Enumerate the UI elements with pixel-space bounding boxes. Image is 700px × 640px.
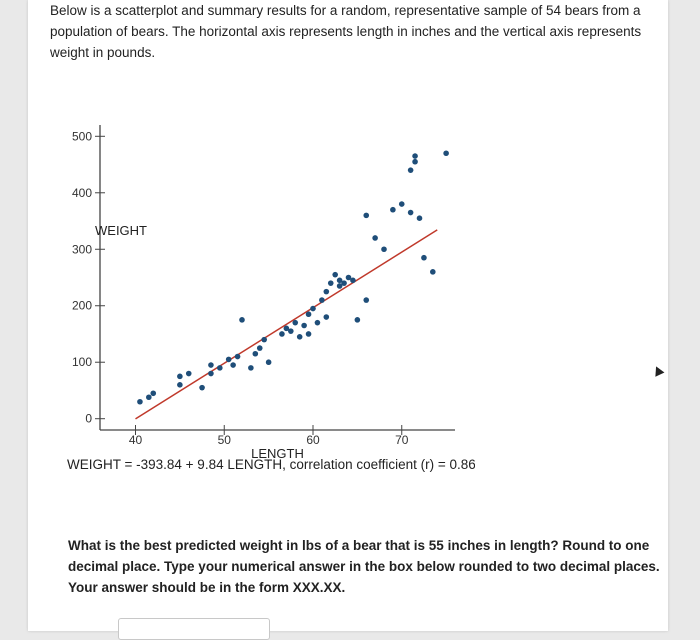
data-point	[248, 365, 254, 371]
data-point	[296, 334, 303, 340]
regression-line	[135, 229, 438, 420]
data-point	[345, 274, 352, 281]
data-point	[256, 345, 263, 351]
data-point	[265, 359, 272, 366]
data-point	[372, 235, 378, 241]
data-point	[301, 322, 307, 329]
data-point	[407, 209, 414, 216]
data-point	[239, 317, 245, 323]
x-ticks: 40 50 60 70	[129, 425, 409, 447]
x-tick-label: 50	[218, 433, 232, 447]
data-point	[430, 269, 436, 275]
data-point	[327, 280, 334, 286]
data-point	[185, 370, 192, 377]
question-text: What is the best predicted weight in lbs…	[68, 538, 660, 595]
data-point	[381, 246, 387, 253]
data-point	[177, 373, 183, 380]
data-point	[305, 311, 312, 318]
y-tick-label: 300	[72, 242, 92, 256]
data-point	[336, 277, 343, 284]
data-point	[354, 317, 361, 323]
data-point	[252, 350, 259, 357]
data-point	[336, 283, 343, 289]
data-point	[412, 153, 418, 159]
data-point	[217, 365, 223, 371]
data-point	[261, 336, 267, 343]
data-point	[350, 277, 356, 284]
regression-equation: WEIGHT = -393.84 + 9.84 LENGTH, correlat…	[67, 457, 475, 472]
data-point	[288, 328, 294, 334]
data-point	[208, 362, 214, 368]
data-point	[292, 319, 299, 326]
y-tick-label: 200	[72, 299, 92, 313]
data-point	[177, 382, 183, 388]
data-point	[412, 158, 418, 165]
data-point	[305, 331, 312, 337]
data-point	[310, 305, 316, 312]
data-point	[390, 206, 396, 213]
data-point	[137, 398, 143, 405]
y-tick-label: 500	[72, 129, 92, 143]
data-point	[332, 271, 338, 278]
data-point	[421, 254, 427, 261]
x-tick-label: 40	[129, 433, 143, 447]
question-card	[28, 0, 668, 631]
data-point	[363, 297, 370, 303]
x-tick-label: 70	[395, 433, 409, 447]
data-point	[225, 356, 232, 363]
data-point	[199, 384, 205, 391]
data-point	[319, 297, 325, 303]
y-axis-label: WEIGHT	[95, 223, 147, 238]
data-point	[146, 394, 152, 401]
x-tick-label: 60	[306, 433, 320, 447]
y-tick-label: 400	[72, 186, 92, 200]
data-point	[323, 288, 330, 295]
data-point	[407, 167, 414, 173]
data-point	[416, 215, 423, 221]
data-point	[443, 150, 449, 157]
data-point	[323, 314, 330, 320]
data-point	[234, 353, 241, 360]
x-axis-label: LENGTH	[251, 446, 304, 461]
y-tick-label: 0	[85, 412, 92, 426]
data-point	[150, 390, 157, 397]
y-ticks: 0 100 200 300 400 500	[72, 129, 105, 426]
data-point	[283, 325, 290, 332]
data-point	[208, 370, 214, 377]
data-point	[363, 212, 370, 219]
answer-input[interactable]	[118, 618, 270, 640]
intro-text: Below is a scatterplot and summary resul…	[50, 3, 642, 60]
data-points	[137, 150, 449, 405]
data-point	[314, 319, 321, 326]
data-point	[398, 201, 405, 207]
data-point	[341, 280, 347, 286]
data-point	[279, 331, 285, 337]
y-tick-label: 100	[72, 355, 92, 369]
data-point	[230, 362, 236, 368]
scatterplot: 40 50 60 70 0 100 200 300 400 500 WEIGHT LENGTH …	[45, 105, 475, 475]
